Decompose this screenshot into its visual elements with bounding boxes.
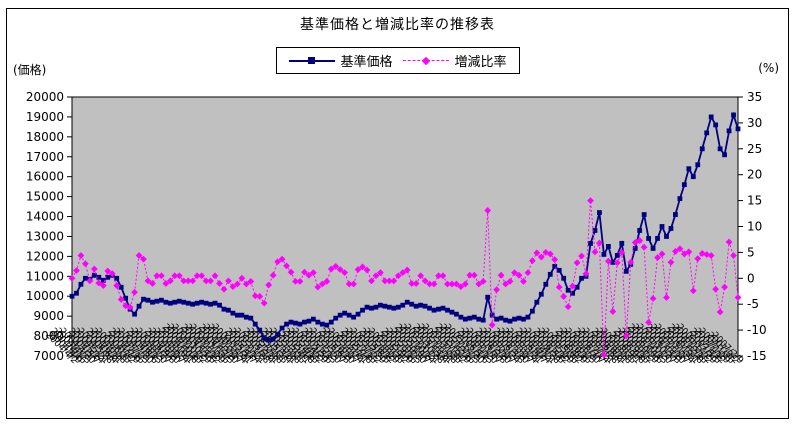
x-axis-ticks: 2004/4/22004/4/92004/4/162004/4/232004/4…	[43, 322, 745, 366]
svg-text:12000: 12000	[26, 249, 64, 263]
svg-text:11000: 11000	[26, 269, 64, 283]
ratio-series-line-diamond-icon	[402, 56, 449, 65]
svg-text:14000: 14000	[26, 210, 64, 224]
legend-label-ratio: 増減比率	[454, 55, 507, 70]
right-axis-ticks: -15 -10 -5 0 5 10 15 20 25 30 35	[738, 90, 767, 363]
left-axis-ticks: 7000 8000 9000 10000 11000 12000 13000 14000 150…	[26, 90, 72, 363]
svg-text:35: 35	[747, 90, 762, 104]
svg-text:30: 30	[747, 116, 762, 130]
svg-text:0: 0	[747, 271, 755, 285]
svg-text:9000: 9000	[33, 309, 64, 323]
legend-item-price: 基準価格	[288, 51, 393, 70]
svg-text:13000: 13000	[26, 229, 64, 243]
svg-text:7000: 7000	[33, 349, 64, 363]
plot-background	[71, 96, 739, 357]
legend-label-price: 基準価格	[340, 55, 393, 70]
svg-text:-10: -10	[747, 323, 767, 337]
svg-text:20: 20	[747, 168, 762, 182]
svg-text:18000: 18000	[26, 130, 64, 144]
left-axis-title: (価格)	[13, 63, 47, 77]
chart-title: 基準価格と増減比率の推移表	[300, 17, 495, 33]
right-axis-title: (%)	[758, 61, 779, 75]
svg-text:15: 15	[747, 194, 762, 208]
svg-text:10000: 10000	[26, 289, 64, 303]
svg-text:8000: 8000	[33, 329, 64, 343]
svg-text:-15: -15	[747, 349, 767, 363]
price-series-line-square-icon	[288, 56, 335, 65]
svg-text:19000: 19000	[26, 110, 64, 124]
chart-legend: 基準価格 増減比率	[275, 47, 520, 74]
svg-text:10: 10	[747, 220, 762, 234]
svg-text:5: 5	[747, 245, 755, 259]
legend-item-ratio: 増減比率	[402, 51, 507, 70]
svg-text:20000: 20000	[26, 90, 64, 104]
svg-text:-5: -5	[747, 297, 759, 311]
price-series	[69, 111, 741, 343]
svg-text:17000: 17000	[26, 150, 64, 164]
svg-text:25: 25	[747, 142, 762, 156]
svg-text:16000: 16000	[26, 170, 64, 184]
svg-text:15000: 15000	[26, 190, 64, 204]
